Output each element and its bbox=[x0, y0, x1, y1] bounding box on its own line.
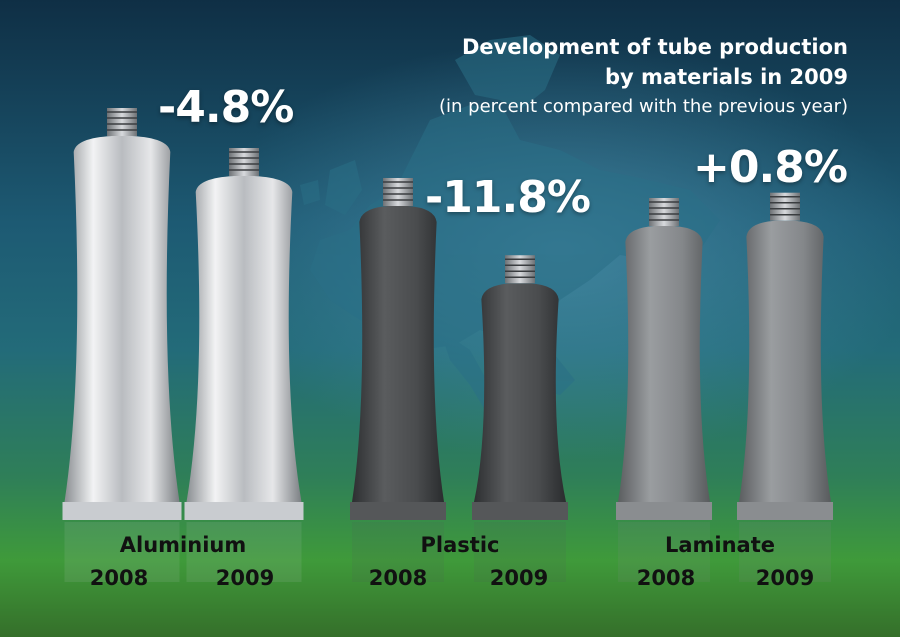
chart-title-line-1: Development of tube production bbox=[462, 35, 848, 59]
year-label-plastic-2008: 2008 bbox=[368, 566, 428, 590]
tube-reflection bbox=[186, 522, 302, 582]
tube-laminate-2008 bbox=[616, 198, 712, 582]
category-label-plastic: Plastic bbox=[420, 533, 500, 557]
tube-crimp bbox=[472, 502, 568, 520]
category-label-laminate: Laminate bbox=[664, 533, 776, 557]
chart-title-block: Development of tube production by materi… bbox=[439, 32, 848, 120]
tube-body bbox=[186, 176, 302, 502]
tube-crimp bbox=[616, 502, 712, 520]
tube-body bbox=[352, 206, 444, 502]
tube-reflection bbox=[352, 522, 444, 582]
tube-laminate-2009 bbox=[737, 192, 833, 582]
tube-body bbox=[618, 226, 710, 502]
year-label-laminate-2009: 2009 bbox=[755, 566, 815, 590]
tube-body bbox=[739, 220, 831, 502]
change-label-plastic: -11.8% bbox=[425, 172, 591, 223]
category-label-aluminium: Aluminium bbox=[119, 533, 247, 557]
tube-crimp bbox=[62, 502, 182, 520]
tube-reflection bbox=[618, 522, 710, 582]
chart-title-line-2: by materials in 2009 bbox=[604, 65, 848, 89]
tube-crimp bbox=[184, 502, 304, 520]
year-label-laminate-2008: 2008 bbox=[636, 566, 696, 590]
tube-plastic-2009 bbox=[472, 255, 568, 582]
tube-aluminium-2009 bbox=[184, 148, 304, 582]
tube-crimp bbox=[350, 502, 446, 520]
tube-body bbox=[474, 283, 566, 502]
chart-subtitle: (in percent compared with the previous y… bbox=[439, 96, 848, 117]
year-label-aluminium-2008: 2008 bbox=[89, 566, 149, 590]
year-label-aluminium-2009: 2009 bbox=[215, 566, 275, 590]
change-label-laminate: +0.8% bbox=[693, 142, 848, 193]
tube-aluminium-2008 bbox=[62, 108, 182, 582]
tube-body bbox=[64, 136, 180, 502]
tube-plastic-2008 bbox=[350, 178, 446, 582]
tube-reflection bbox=[739, 522, 831, 582]
tube-reflection bbox=[64, 522, 180, 582]
change-label-aluminium: -4.8% bbox=[158, 82, 294, 133]
year-label-plastic-2009: 2009 bbox=[489, 566, 549, 590]
tube-crimp bbox=[737, 502, 833, 520]
tube-reflection bbox=[474, 522, 566, 582]
